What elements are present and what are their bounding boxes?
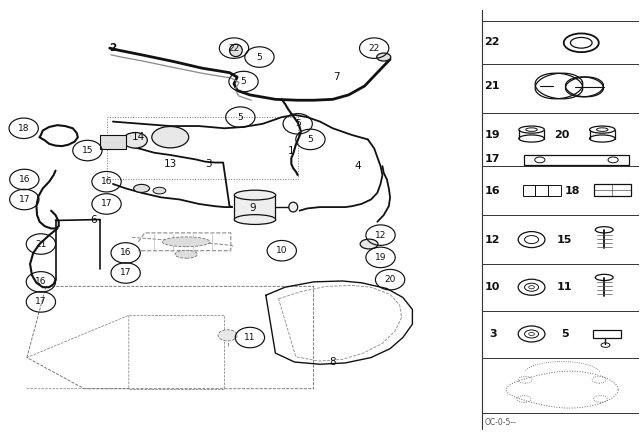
Text: 4: 4 <box>355 161 362 171</box>
Text: 11: 11 <box>244 333 255 342</box>
Text: 7: 7 <box>333 72 339 82</box>
Ellipse shape <box>134 185 150 192</box>
Ellipse shape <box>377 53 391 61</box>
Text: 17: 17 <box>19 195 30 204</box>
Text: 20: 20 <box>385 275 396 284</box>
Text: 6: 6 <box>90 215 97 224</box>
Text: OC-0-5--: OC-0-5-- <box>484 418 516 426</box>
Ellipse shape <box>234 215 276 224</box>
Text: 19: 19 <box>485 130 500 140</box>
Text: 15: 15 <box>82 146 93 155</box>
Text: 18: 18 <box>564 185 580 196</box>
Text: 11: 11 <box>557 282 572 292</box>
Text: 21: 21 <box>35 240 47 249</box>
Ellipse shape <box>123 133 147 148</box>
Ellipse shape <box>152 126 189 148</box>
Text: 20: 20 <box>554 130 569 140</box>
Text: 19: 19 <box>375 253 387 262</box>
Text: 16: 16 <box>19 175 30 184</box>
Text: 2: 2 <box>109 43 116 53</box>
Text: 15: 15 <box>557 235 572 245</box>
Text: 5: 5 <box>295 119 301 128</box>
Text: 5: 5 <box>308 135 314 144</box>
Text: 3: 3 <box>489 329 497 339</box>
Polygon shape <box>100 135 125 149</box>
Ellipse shape <box>163 237 210 247</box>
Text: 16: 16 <box>485 185 500 196</box>
Text: 17: 17 <box>485 155 500 164</box>
Text: 8: 8 <box>330 357 336 367</box>
Text: 12: 12 <box>485 235 500 245</box>
Text: 3: 3 <box>205 159 212 169</box>
Ellipse shape <box>175 250 197 258</box>
Ellipse shape <box>230 44 243 56</box>
Text: 18: 18 <box>18 124 29 133</box>
Text: 5: 5 <box>561 329 568 339</box>
Polygon shape <box>234 195 275 220</box>
Text: 10: 10 <box>485 282 500 292</box>
Ellipse shape <box>289 202 298 212</box>
Text: 5: 5 <box>241 77 246 86</box>
Text: 21: 21 <box>484 81 500 91</box>
Text: 5: 5 <box>257 52 262 61</box>
Text: 1: 1 <box>288 146 294 155</box>
Text: 10: 10 <box>276 246 287 255</box>
Text: 22: 22 <box>369 43 380 52</box>
Text: 9: 9 <box>250 203 257 213</box>
Text: 5: 5 <box>237 112 243 122</box>
Text: 13: 13 <box>164 159 177 169</box>
Text: 16: 16 <box>35 277 47 286</box>
Ellipse shape <box>360 239 378 249</box>
Text: 22: 22 <box>484 37 500 47</box>
Text: 17: 17 <box>100 199 112 208</box>
Ellipse shape <box>234 190 276 200</box>
Text: 22: 22 <box>228 43 239 52</box>
Text: 16: 16 <box>100 177 112 186</box>
Ellipse shape <box>218 330 237 341</box>
Text: 16: 16 <box>120 249 131 258</box>
Ellipse shape <box>153 187 166 194</box>
Text: 14: 14 <box>132 132 145 142</box>
Text: 17: 17 <box>35 297 47 306</box>
Text: 17: 17 <box>120 268 131 277</box>
Text: 12: 12 <box>375 231 386 240</box>
